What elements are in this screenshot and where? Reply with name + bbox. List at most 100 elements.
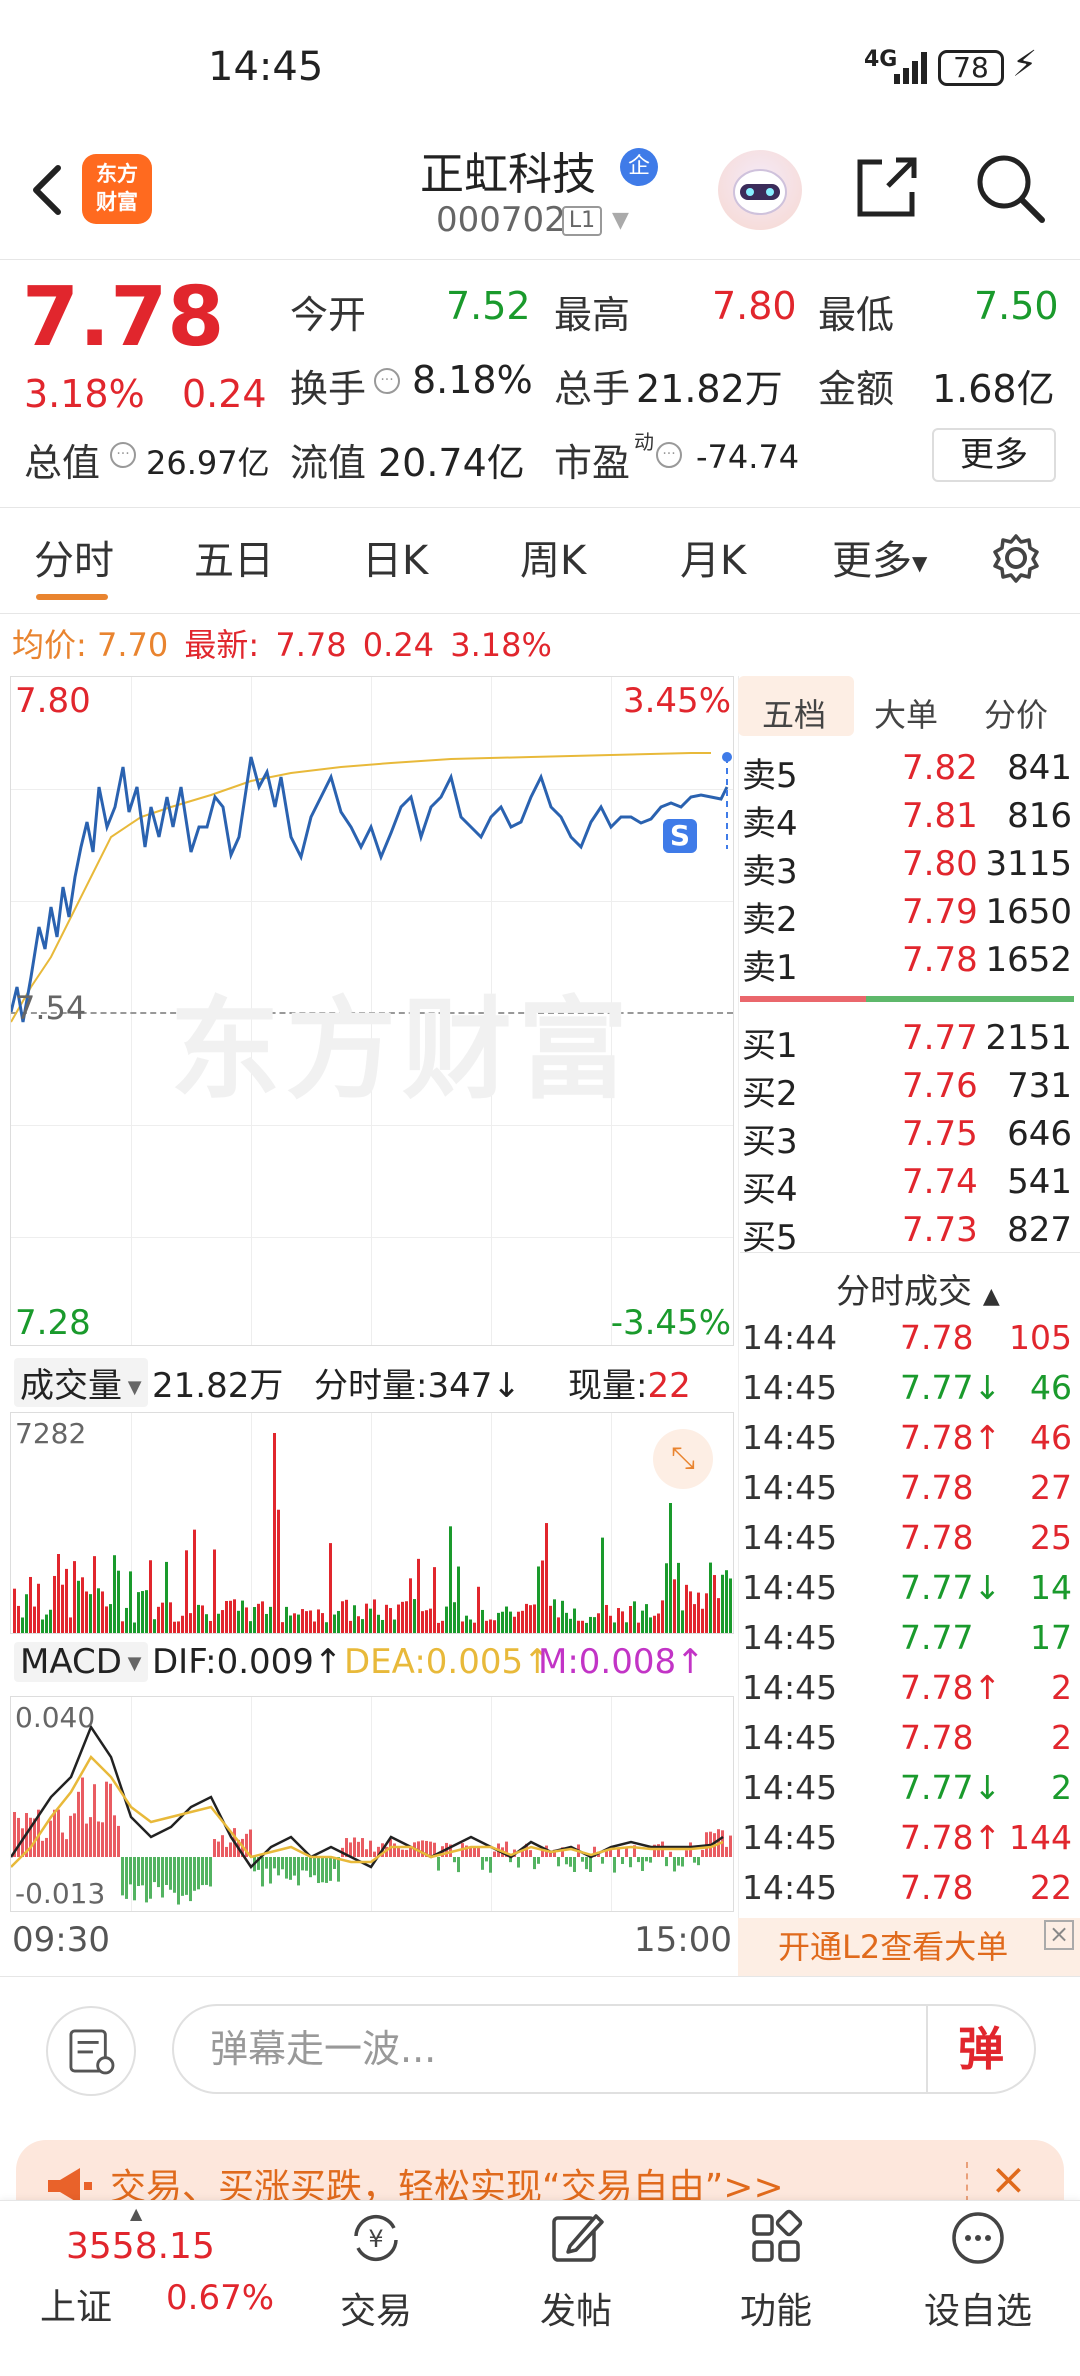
info-icon[interactable]: ··· — [374, 368, 400, 394]
volume-bar — [485, 1620, 488, 1633]
tab-intraday[interactable]: 分时 — [34, 538, 114, 584]
tab-monthly-k[interactable]: 月K — [680, 538, 747, 584]
ask-level-5[interactable]: 卖1 7.78 1652 — [742, 940, 1076, 988]
chevron-down-icon[interactable]: ▼ — [612, 208, 629, 233]
tab-more-label: 更多 — [832, 538, 912, 584]
volume-header: 成交量 ▼ 21.82万 分时量:347↓ 现量:22 — [10, 1356, 734, 1408]
pe-value: -74.74 — [696, 438, 800, 476]
nav-functions[interactable]: 功能 — [706, 2206, 846, 2334]
search-icon[interactable] — [972, 150, 1048, 226]
volume-bar — [61, 1584, 64, 1633]
ask-level-2[interactable]: 卖4 7.81 816 — [742, 796, 1076, 844]
nav-watchlist[interactable]: 设自选 — [908, 2206, 1048, 2334]
level-volume: 841 — [1007, 748, 1072, 788]
gear-icon[interactable] — [990, 532, 1042, 584]
back-button[interactable] — [26, 150, 66, 230]
bid-level-4[interactable]: 买4 7.74 541 — [742, 1162, 1076, 1210]
ask-level-1[interactable]: 卖5 7.82 841 — [742, 748, 1076, 796]
tab-large-orders[interactable]: 大单 — [874, 696, 939, 734]
volume-bar — [121, 1621, 124, 1633]
macd-bar — [541, 1848, 544, 1857]
volume-bar — [653, 1615, 656, 1633]
tab-weekly-k[interactable]: 周K — [520, 538, 587, 584]
low-value: 7.50 — [974, 284, 1059, 328]
intraday-chart[interactable]: 7.80 3.45% 7.54 7.28 -3.45% S — [10, 676, 734, 1346]
index-pct[interactable]: 0.67% — [166, 2278, 275, 2318]
tab-five-day[interactable]: 五日 — [194, 538, 274, 584]
more-button[interactable]: 更多 — [932, 428, 1056, 482]
tab-five-levels[interactable]: 五档 — [762, 696, 827, 734]
index-value[interactable]: 3558.15 — [66, 2226, 215, 2267]
volume-bar — [309, 1610, 312, 1633]
assistant-robot-icon[interactable] — [718, 150, 802, 230]
volume-bar — [101, 1591, 104, 1633]
trade-price: 7.78 — [900, 1718, 974, 1757]
volume-bar — [441, 1620, 444, 1633]
info-icon[interactable]: ··· — [656, 442, 682, 468]
volume-bar — [665, 1563, 668, 1633]
trades-title[interactable]: 分时成交 ▲ — [836, 1264, 1000, 1313]
close-icon[interactable]: × — [990, 2154, 1027, 2205]
ask-level-4[interactable]: 卖2 7.79 1650 — [742, 892, 1076, 940]
sell-signal-marker[interactable]: S — [663, 819, 697, 853]
megaphone-icon — [48, 2168, 92, 2204]
macd-bar — [181, 1857, 184, 1896]
macd-selector[interactable]: MACD ▼ — [14, 1642, 148, 1682]
app-logo[interactable]: 东方 财富 — [82, 154, 152, 224]
volume-bar — [237, 1610, 240, 1633]
level-tag[interactable]: L1 — [562, 206, 602, 236]
volume-bar — [677, 1562, 680, 1633]
stock-code[interactable]: 000702 — [436, 200, 566, 240]
expand-icon[interactable]: ⤡ — [653, 1429, 713, 1489]
macd-header: MACD ▼ DIF:0.009↑ DEA:0.005↑ M:0.008↑ — [10, 1640, 734, 1692]
volume-bar — [217, 1613, 220, 1633]
bid-level-2[interactable]: 买2 7.76 731 — [742, 1066, 1076, 1114]
danmaku-settings-icon[interactable] — [46, 2006, 136, 2096]
volume-bar — [661, 1600, 664, 1633]
volume-bar — [573, 1608, 576, 1633]
tab-daily-k[interactable]: 日K — [362, 538, 429, 584]
trade-row: 14:45 7.78 ↑ 46 — [742, 1418, 1076, 1468]
pe-label: 市盈 — [554, 441, 631, 485]
danmaku-send-button[interactable]: 弹 — [926, 2006, 1034, 2092]
volume-bar — [349, 1620, 352, 1633]
macd-bar — [681, 1857, 684, 1867]
info-icon[interactable]: ··· — [110, 442, 136, 468]
volume-bar — [645, 1604, 648, 1633]
bid-level-5[interactable]: 买5 7.73 827 — [742, 1210, 1076, 1258]
latest-value: 7.78 — [275, 626, 347, 664]
close-icon[interactable]: × — [1044, 1920, 1074, 1950]
macd-bar — [533, 1857, 536, 1870]
share-icon[interactable] — [852, 152, 922, 222]
macd-chart[interactable]: 0.040 -0.013 — [10, 1696, 734, 1912]
bid-level-1[interactable]: 买1 7.77 2151 — [742, 1018, 1076, 1066]
watermark: 东方财富 — [170, 986, 634, 1114]
tick-volume: 分时量:347↓ — [314, 1366, 521, 1406]
volume-bar — [449, 1526, 452, 1633]
volume-bar — [37, 1583, 40, 1633]
volume-chart[interactable]: 7282 ⤡ — [10, 1412, 734, 1634]
high-label: 最高 — [554, 293, 631, 337]
bid-level-3[interactable]: 买3 7.75 646 — [742, 1114, 1076, 1162]
volume-selector[interactable]: 成交量 ▼ — [14, 1358, 148, 1407]
volume-bar — [493, 1620, 496, 1633]
level-label: 卖2 — [742, 900, 798, 940]
danmaku-input[interactable]: 弹幕走一波... — [172, 2004, 1036, 2094]
volume-bar — [641, 1610, 644, 1633]
bottom-nav — [0, 2200, 1080, 2376]
macd-bar — [117, 1825, 120, 1857]
mktcap-value: 26.97亿 — [146, 444, 270, 482]
macd-bar — [41, 1840, 44, 1857]
macd-bar — [77, 1791, 80, 1857]
tab-more[interactable]: 更多▼ — [832, 528, 927, 586]
index-name[interactable]: 上证 — [40, 2287, 113, 2328]
macd-bar — [553, 1849, 556, 1857]
nav-trade[interactable]: ¥ 交易 — [306, 2206, 446, 2334]
now-volume: 现量:22 — [568, 1358, 691, 1407]
volume-bar — [453, 1602, 456, 1633]
volume-bar — [537, 1566, 540, 1633]
ask-level-3[interactable]: 卖3 7.80 3115 — [742, 844, 1076, 892]
nav-post[interactable]: 发帖 — [506, 2206, 646, 2334]
tab-price-distribution[interactable]: 分价 — [984, 696, 1049, 734]
l2-upgrade-banner[interactable]: 开通L2查看大单 — [738, 1918, 1080, 1976]
